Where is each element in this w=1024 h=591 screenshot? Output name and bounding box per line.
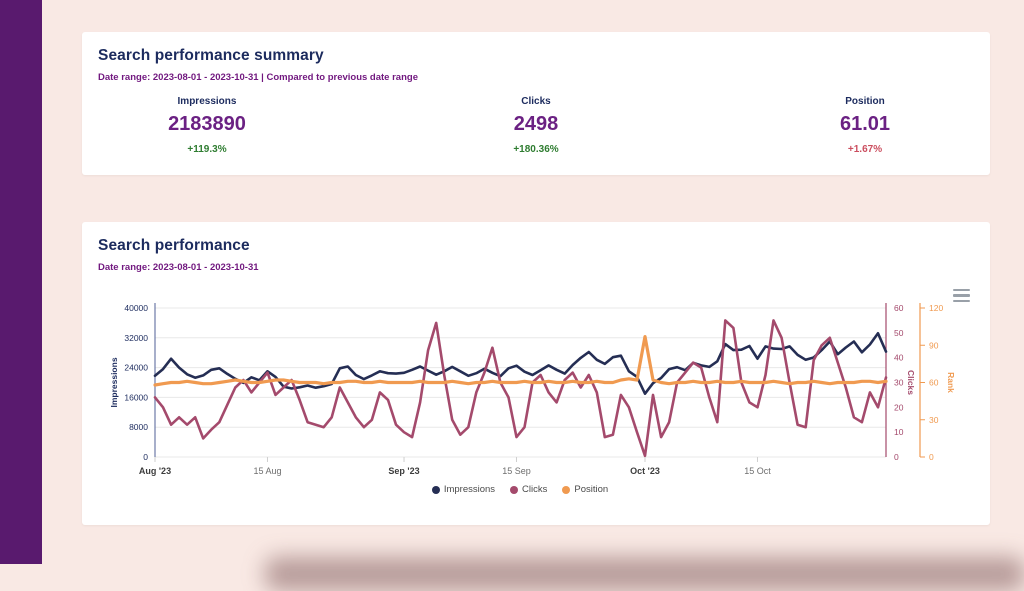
- svg-text:15 Sep: 15 Sep: [502, 466, 531, 476]
- svg-text:Oct '23: Oct '23: [630, 466, 660, 476]
- metric-change: +1.67%: [847, 144, 883, 155]
- svg-text:0: 0: [143, 452, 148, 462]
- metric-label: Position: [845, 96, 885, 107]
- x-axis: Aug '23 15 Aug Sep '23 15 Sep Oct '23 15 Oct: [139, 457, 771, 476]
- svg-text:24000: 24000: [124, 363, 148, 373]
- svg-text:60: 60: [929, 378, 939, 388]
- next-card-shadow: [265, 557, 1024, 591]
- svg-text:0: 0: [929, 452, 934, 462]
- left-purple-sidebar: [0, 0, 42, 564]
- menu-bar: [953, 294, 970, 297]
- legend-item-impressions[interactable]: Impressions: [431, 484, 496, 495]
- metric-label: Clicks: [521, 96, 551, 107]
- svg-text:8000: 8000: [129, 422, 148, 432]
- legend-label: Position: [574, 484, 609, 495]
- search-performance-chart: 0 8000 16000 24000 32000 40000 Aug '23 15 Aug Se…: [109, 303, 956, 476]
- svg-text:0: 0: [894, 452, 899, 462]
- svg-text:Aug '23: Aug '23: [139, 466, 171, 476]
- metric-clicks: Clicks 2498 +180.36%: [451, 96, 621, 155]
- svg-text:120: 120: [929, 303, 943, 313]
- svg-text:15 Oct: 15 Oct: [744, 466, 771, 476]
- svg-text:60: 60: [894, 303, 904, 313]
- svg-text:50: 50: [894, 328, 904, 338]
- legend-item-position[interactable]: Position: [562, 484, 608, 495]
- clicks-axis: 0 10 20 30 40 50 60 Clicks: [885, 303, 916, 462]
- rank-axis: 0 30 60 90 120 Rank: [919, 303, 956, 462]
- metric-value: 61.01: [839, 113, 891, 135]
- summary-date-range: Date range: 2023-08-01 - 2023-10-31 | Co…: [98, 72, 418, 83]
- svg-text:10: 10: [894, 427, 904, 437]
- chart-date-range: Date range: 2023-08-01 - 2023-10-31: [98, 262, 259, 273]
- summary-metrics-row: Impressions 2183890 +119.3% Clicks 2498 …: [122, 96, 950, 155]
- impressions-line: [153, 331, 888, 395]
- legend-label: Clicks: [522, 484, 548, 495]
- metric-value: 2498: [513, 113, 559, 135]
- menu-bar: [953, 289, 970, 292]
- svg-text:30: 30: [929, 415, 939, 425]
- clicks-line: [153, 319, 888, 458]
- legend-label: Impressions: [443, 484, 496, 495]
- metric-change: +180.36%: [513, 144, 559, 155]
- position-line: [153, 334, 888, 387]
- summary-card: Search performance summary Date range: 2…: [82, 32, 990, 175]
- svg-text:30: 30: [894, 378, 904, 388]
- svg-text:32000: 32000: [124, 333, 148, 343]
- svg-text:40000: 40000: [124, 303, 148, 313]
- svg-text:Impressions: Impressions: [109, 357, 119, 407]
- svg-text:Clicks: Clicks: [906, 370, 916, 395]
- svg-text:40: 40: [894, 353, 904, 363]
- legend-dot: [431, 485, 440, 494]
- legend-item-clicks[interactable]: Clicks: [510, 484, 547, 495]
- svg-text:16000: 16000: [124, 392, 148, 402]
- metric-position: Position 61.01 +1.67%: [780, 96, 950, 155]
- chart-card: Search performance Date range: 2023-08-0…: [82, 222, 990, 525]
- svg-text:20: 20: [894, 402, 904, 412]
- svg-text:Rank: Rank: [946, 372, 956, 393]
- summary-card-title: Search performance summary: [98, 47, 324, 64]
- metric-label: Impressions: [177, 96, 237, 107]
- metric-impressions: Impressions 2183890 +119.3%: [122, 96, 292, 155]
- svg-text:90: 90: [929, 340, 939, 350]
- legend-dot: [510, 485, 519, 494]
- svg-text:Sep '23: Sep '23: [388, 466, 419, 476]
- metric-change: +119.3%: [187, 144, 227, 155]
- menu-bar: [953, 299, 970, 302]
- legend-dot: [562, 485, 571, 494]
- chart-legend: Impressions Clicks Position: [80, 484, 960, 495]
- svg-text:15 Aug: 15 Aug: [253, 466, 281, 476]
- chart-card-title: Search performance: [98, 237, 250, 254]
- hamburger-menu-icon[interactable]: [953, 289, 970, 302]
- metric-value: 2183890: [168, 113, 246, 135]
